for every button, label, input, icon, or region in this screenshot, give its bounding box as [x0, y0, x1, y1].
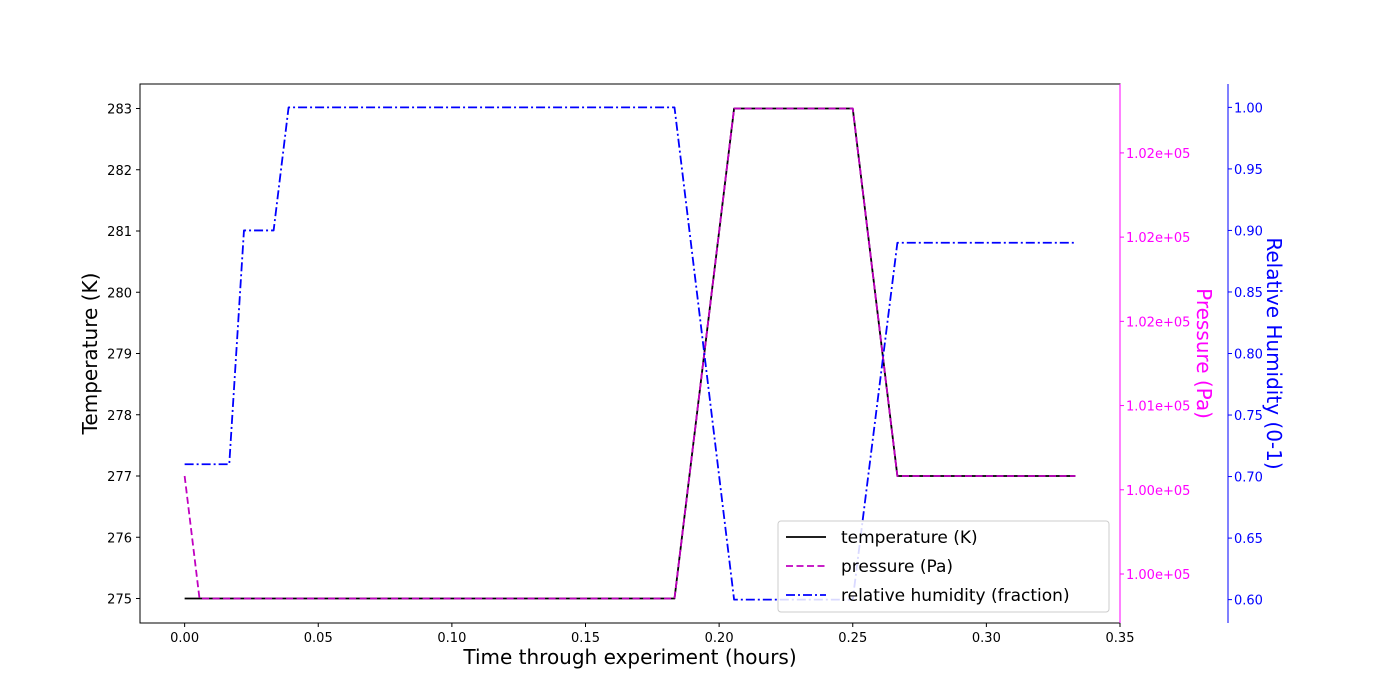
- humidity-tick-label: 0.75: [1234, 409, 1263, 424]
- x-tick-label: 0.35: [1106, 631, 1135, 646]
- x-tick-label: 0.25: [838, 631, 867, 646]
- temperature-axis-title: Temperature (K): [78, 273, 102, 436]
- humidity-tick-label: 0.65: [1234, 532, 1263, 547]
- series-line-1: [183, 107, 1076, 600]
- humidity-tick-label: 0.80: [1234, 348, 1263, 363]
- x-axis-title: Time through experiment (hours): [462, 645, 796, 669]
- humidity-tick-label: 0.60: [1234, 594, 1263, 609]
- humidity-tick-label: 0.95: [1234, 163, 1263, 178]
- humidity-tick-label: 0.70: [1234, 471, 1263, 486]
- x-tick-label: 0.15: [571, 631, 600, 646]
- legend-box: [777, 520, 1110, 613]
- x-tick-label: 0.00: [170, 631, 199, 646]
- pressure-tick-label: 1.02e+05: [1126, 147, 1190, 162]
- pressure-tick-label: 1.02e+05: [1126, 231, 1190, 246]
- x-tick-label: 0.20: [705, 631, 734, 646]
- temperature-tick-label: 275: [107, 593, 132, 608]
- temperature-axis: 275 276 277 278 279 280 281 282 283: [107, 103, 140, 608]
- legend: temperature (K) pressure (Pa) relative hum…: [777, 520, 1110, 613]
- humidity-axis-title: Relative Humidity (0-1): [1262, 237, 1286, 469]
- x-tick-label: 0.10: [437, 631, 466, 646]
- temperature-tick-label: 278: [107, 409, 132, 424]
- x-axis: 0.00 0.05 0.10 0.15 0.20 0.25 0.30 0.35: [170, 623, 1134, 646]
- pressure-tick-label: 1.02e+05: [1126, 315, 1190, 330]
- temperature-tick-label: 277: [107, 470, 132, 485]
- pressure-tick-label: 1.00e+05: [1126, 568, 1190, 583]
- temperature-tick-label: 283: [107, 103, 132, 118]
- pressure-tick-label: 1.01e+05: [1126, 400, 1190, 415]
- x-tick-label: 0.05: [304, 631, 333, 646]
- legend-label: temperature (K): [841, 528, 978, 548]
- temperature-tick-label: 279: [107, 348, 132, 363]
- series-line-2: [184, 106, 1076, 601]
- temperature-tick-label: 282: [107, 164, 132, 179]
- humidity-tick-label: 1.00: [1234, 101, 1263, 116]
- humidity-axis: 0.60 0.65 0.70 0.75 0.80 0.85 0.90 0.95 1.00: [1227, 84, 1263, 623]
- temperature-tick-label: 280: [107, 286, 132, 301]
- pressure-axis-title: Pressure (Pa): [1192, 288, 1216, 419]
- humidity-tick-label: 0.90: [1234, 224, 1263, 239]
- plot-lines: [183, 106, 1076, 601]
- pressure-axis: 1.00e+05 1.00e+05 1.01e+05 1.02e+05 1.02e+05…: [1119, 84, 1190, 623]
- legend-label: relative humidity (fraction): [841, 586, 1070, 606]
- temperature-tick-label: 281: [107, 225, 132, 240]
- humidity-tick-label: 0.85: [1234, 286, 1263, 301]
- temperature-tick-label: 276: [107, 531, 132, 546]
- x-tick-label: 0.30: [972, 631, 1001, 646]
- legend-label: pressure (Pa): [841, 557, 953, 577]
- pressure-tick-label: 1.00e+05: [1126, 484, 1190, 499]
